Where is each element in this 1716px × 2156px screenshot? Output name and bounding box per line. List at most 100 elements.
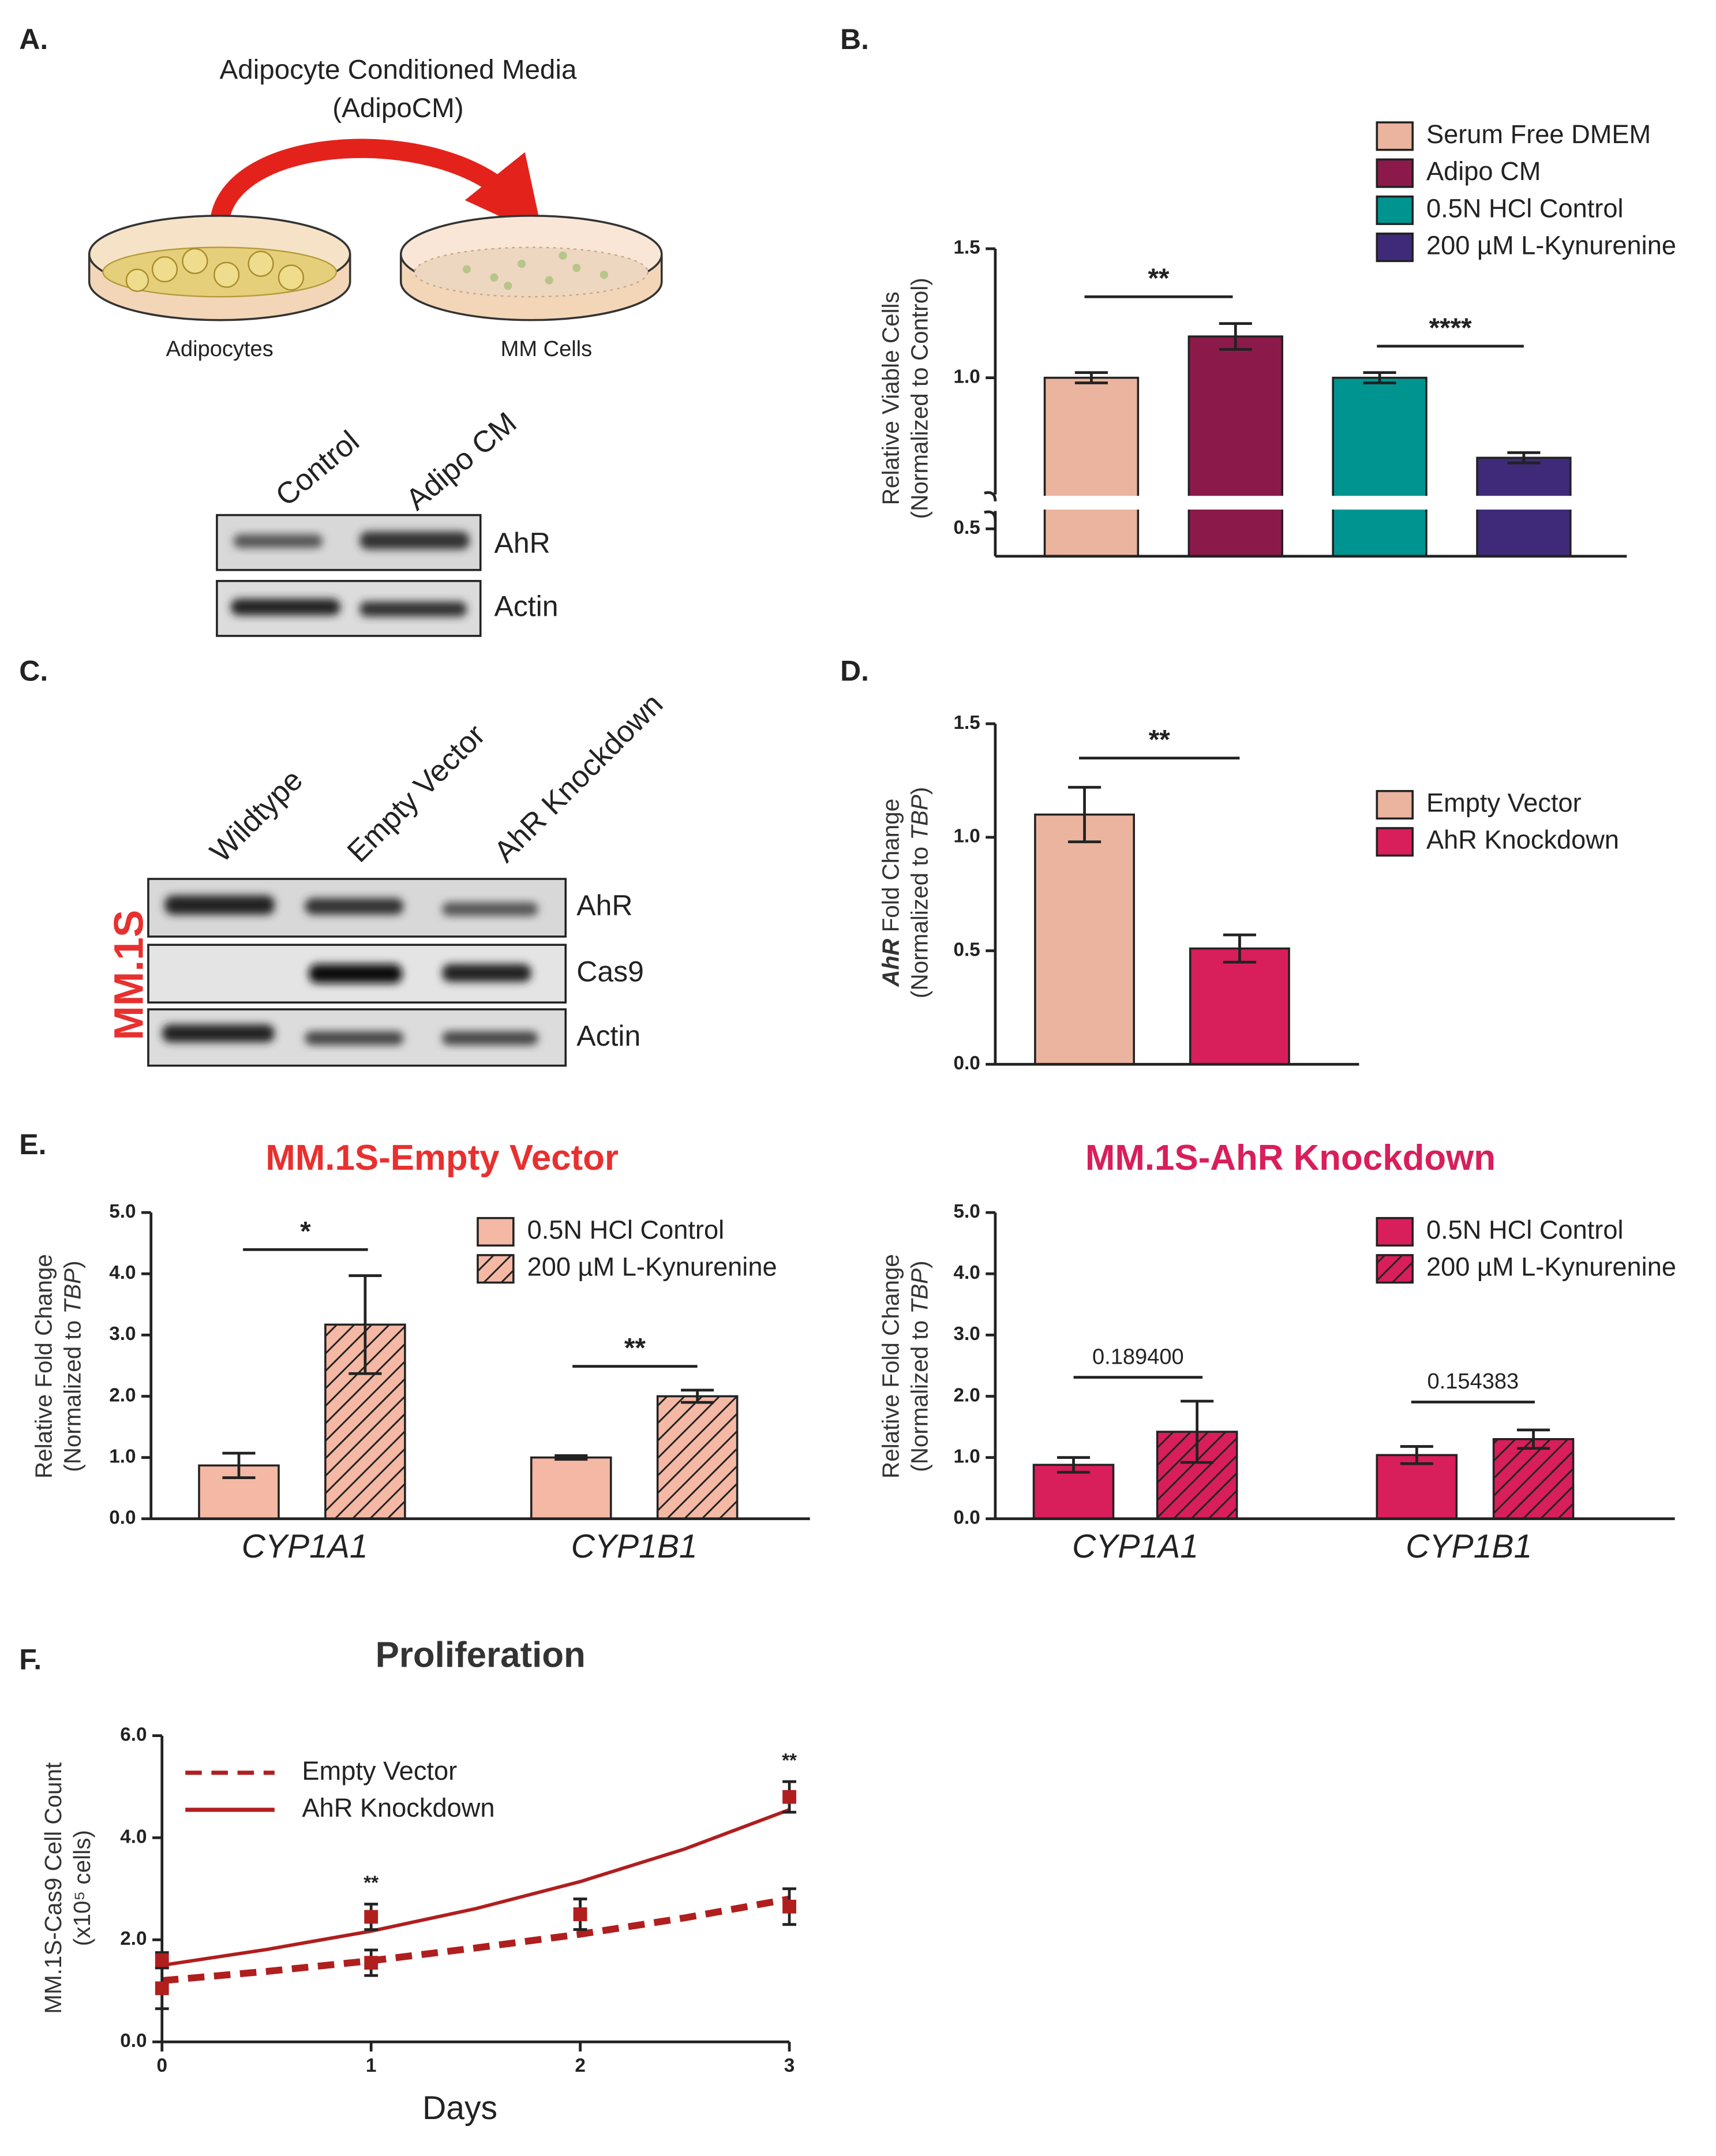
fit-line (162, 1808, 790, 1967)
y-axis-label: AhR Fold Change (877, 799, 904, 987)
y-axis-label-part: TBP (59, 1268, 85, 1314)
data-point (782, 1899, 796, 1914)
legend-label: AhR Knockdown (1426, 825, 1619, 855)
legend-swatch (1376, 195, 1414, 225)
legend-swatch (1376, 121, 1414, 151)
legend-label: 0.5N HCl Control (1426, 1215, 1624, 1244)
y-axis-label-part: (x10⁵ cells) (69, 1830, 95, 1946)
y-axis-label: MM.1S-Cas9 Cell Count (40, 1762, 66, 2014)
bar (1034, 813, 1136, 1065)
legend-label: Adipo CM (1426, 156, 1541, 186)
panel-label: B. (840, 23, 869, 55)
lane-label: Wildtype (204, 763, 309, 869)
data-point (155, 1953, 169, 1967)
y-axis-label-part: (Normalized to (906, 1314, 932, 1472)
bar (1189, 947, 1290, 1065)
legend-swatch (477, 1254, 515, 1284)
data-point (364, 1910, 379, 1924)
y-tick-label: 5.0 (109, 1201, 136, 1222)
fit-line (162, 1895, 790, 1985)
bar (530, 1456, 612, 1520)
lane-label: Empty Vector (341, 718, 492, 869)
legend-label: 200 µM L-Kynurenine (1426, 1252, 1676, 1282)
y-axis-label: (Normalized to TBP) (906, 1260, 932, 1472)
error-bar (1517, 1428, 1550, 1450)
y-axis-label-part: TBP (906, 795, 932, 840)
panel-label: C. (19, 654, 48, 687)
y-axis-label: Relative Fold Change (30, 1254, 57, 1478)
dish (399, 215, 663, 321)
legend-swatch (1376, 1254, 1414, 1284)
x-tick-label: CYP1A1 (1072, 1528, 1198, 1565)
legend-swatch (1376, 233, 1414, 263)
legend-label: 200 µM L-Kynurenine (1426, 231, 1676, 260)
panel-label: F. (19, 1643, 42, 1675)
y-tick-label: 4.0 (120, 1826, 147, 1847)
data-point (155, 1981, 169, 1996)
y-tick-label: 0.0 (953, 1507, 980, 1529)
significance-label: 0.189400 (1092, 1345, 1184, 1369)
band-label: Cas9 (576, 955, 644, 987)
lane-label: AhR Knockdown (488, 687, 670, 869)
y-tick-label: 2.0 (120, 1928, 147, 1949)
error-bar (349, 1274, 382, 1375)
blot (147, 878, 567, 1067)
y-tick-label: 1.0 (953, 826, 980, 847)
y-tick-label: 0.5 (953, 939, 980, 960)
y-tick-label: 5.0 (953, 1201, 980, 1222)
y-tick-label: 4.0 (953, 1262, 980, 1283)
y-tick-label: 0.0 (109, 1507, 136, 1529)
y-tick-label: 1.0 (953, 1446, 980, 1467)
y-axis-label: (x10⁵ cells) (69, 1830, 95, 1946)
legend-label: Empty Vector (1426, 788, 1582, 817)
error-bar (1223, 933, 1256, 964)
dish (88, 215, 351, 321)
legend-swatch (477, 1217, 515, 1247)
legend-swatch (1376, 827, 1414, 857)
y-tick-label: 6.0 (120, 1724, 147, 1745)
band-label: Actin (576, 1020, 640, 1052)
significance-label: 0.154383 (1427, 1369, 1519, 1394)
legend-label: Empty Vector (302, 1756, 457, 1786)
significance-label: ** (624, 1333, 646, 1364)
legend-label: 0.5N HCl Control (527, 1215, 725, 1244)
arrow (210, 139, 544, 237)
band-label: AhR (494, 527, 550, 559)
chart-title: MM.1S-Empty Vector (265, 1138, 619, 1178)
significance-label: ** (1149, 725, 1171, 755)
dish-label: MM Cells (501, 337, 593, 361)
y-axis-label-part: Fold Change (877, 799, 904, 939)
significance-label: **** (1429, 313, 1473, 343)
y-axis-label-part: Relative Viable Cells (877, 291, 904, 505)
y-axis-label-part: ) (906, 787, 932, 795)
bar (1332, 376, 1427, 557)
bar (1492, 1438, 1575, 1520)
axis-break-gap (975, 496, 1634, 510)
x-tick-label: 3 (784, 2055, 795, 2076)
diagram-title: Adipocyte Conditioned Media (220, 55, 577, 85)
legend-label: AhR Knockdown (302, 1793, 494, 1822)
y-axis-label-part: (Normalized to (906, 840, 932, 998)
y-axis-label-part: ) (906, 1260, 932, 1268)
x-axis-label: Days (422, 2090, 497, 2127)
error-bar (1068, 785, 1101, 844)
panel-label: E. (19, 1128, 46, 1161)
y-axis-label-part: MM.1S-Cas9 Cell Count (40, 1762, 66, 2014)
error-bar (1056, 1456, 1091, 1474)
y-tick-label: 3.0 (109, 1323, 136, 1345)
chart-title: Proliferation (376, 1635, 586, 1675)
y-tick-label: 1.5 (953, 712, 980, 733)
error-bar (1219, 322, 1252, 351)
error-bar (1400, 1445, 1433, 1465)
significance-label: ** (782, 1750, 797, 1772)
significance-label: ** (364, 1872, 379, 1893)
x-tick-label: 2 (575, 2055, 586, 2076)
legend-swatch (1376, 789, 1414, 820)
x-tick-label: CYP1A1 (242, 1528, 368, 1565)
error-bar (222, 1451, 256, 1480)
y-tick-label: 0.5 (953, 517, 980, 538)
diagram-title: (AdipoCM) (332, 93, 463, 123)
y-tick-label: 0.0 (120, 2030, 147, 2052)
y-tick-label: 2.0 (953, 1384, 980, 1406)
panel-a: Adipocyte Conditioned Media (AdipoCM) Ad… (88, 55, 663, 637)
